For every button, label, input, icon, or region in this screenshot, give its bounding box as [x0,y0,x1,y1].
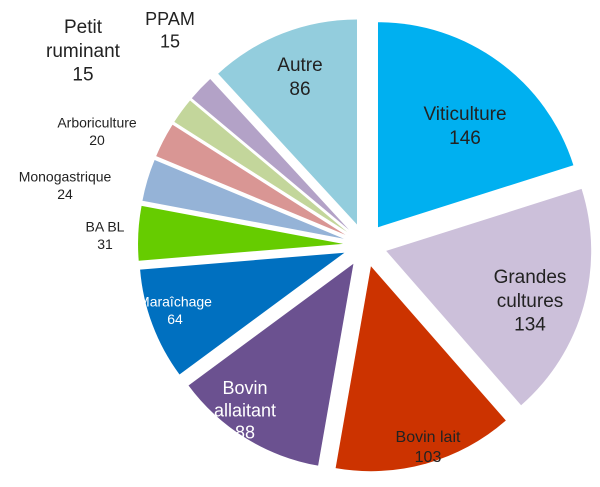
slice-label: PPAM [145,9,195,29]
slice-value: 15 [160,31,180,51]
slice-label: BA BL [86,219,125,235]
pie-slice [140,252,345,375]
pie-slice [377,22,574,228]
slice-label: Petit ruminant [46,17,121,62]
slice-value: 24 [57,186,73,202]
slice-value: 103 [415,449,442,466]
pie-slice [142,160,344,239]
slice-label: Grandes cultures [494,267,567,312]
pie-slice [191,79,350,230]
slice-label: Viticulture [423,104,506,125]
slice-value: 64 [167,311,183,327]
pie-slice [156,124,346,235]
pie-slice [218,19,358,225]
slice-label: Monogastrique [19,169,112,185]
slice-value: 146 [449,128,481,149]
slice-label: Autre [277,55,322,76]
slice-value: 15 [72,65,93,86]
pie-slice [386,188,592,406]
slice-value: 31 [97,236,113,252]
slice-value: 86 [289,79,310,100]
slice-value: 88 [235,423,255,443]
slice-label: Bovin lait [396,429,461,446]
slice-label: Maraîchage [138,294,212,310]
slice-label: Bovin allaitant [214,378,276,421]
pie-slice [188,263,354,466]
slice-value: 20 [89,132,105,148]
pie-slice [138,205,344,261]
slice-value: 134 [514,315,546,336]
pie-slice [174,100,348,233]
pie-slice [335,266,506,472]
slice-label: Arboriculture [57,115,137,131]
